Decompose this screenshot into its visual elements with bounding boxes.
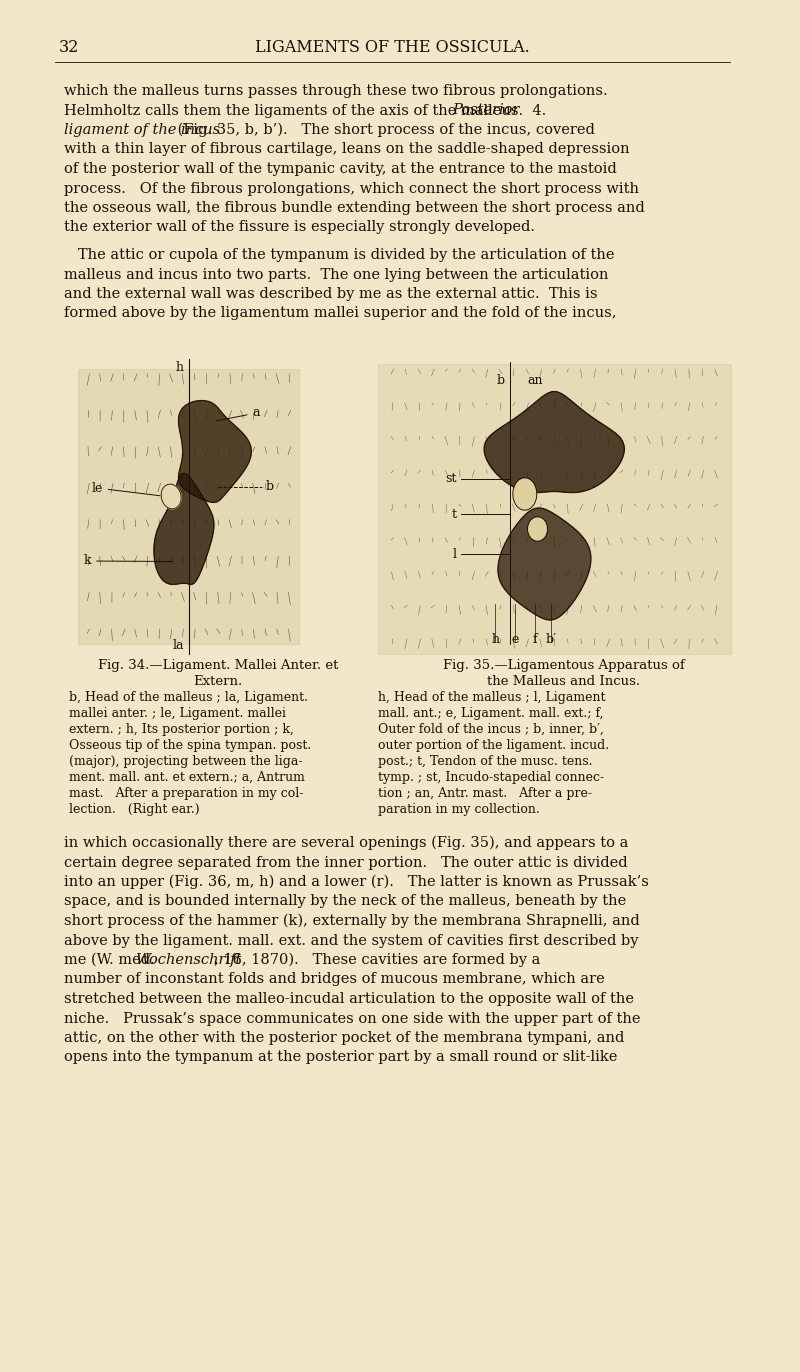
Text: post.; t, Tendon of the musc. tens.: post.; t, Tendon of the musc. tens. bbox=[378, 755, 592, 768]
Text: t: t bbox=[451, 508, 456, 520]
Text: extern. ; h, Its posterior portion ; k,: extern. ; h, Its posterior portion ; k, bbox=[69, 723, 294, 735]
Text: Fig. 34.—Ligament. Mallei Anter. et: Fig. 34.—Ligament. Mallei Anter. et bbox=[98, 659, 338, 672]
Text: an: an bbox=[528, 375, 543, 387]
Text: h: h bbox=[491, 632, 499, 646]
Text: the osseous wall, the fibrous bundle extending between the short process and: the osseous wall, the fibrous bundle ext… bbox=[64, 202, 645, 215]
Text: ment. mall. ant. et extern.; a, Antrum: ment. mall. ant. et extern.; a, Antrum bbox=[69, 771, 305, 783]
Text: le: le bbox=[91, 482, 163, 497]
Text: la: la bbox=[173, 639, 184, 652]
Text: h: h bbox=[176, 361, 184, 375]
Text: tion ; an, Antr. mast.   After a pre-: tion ; an, Antr. mast. After a pre- bbox=[378, 788, 592, 800]
Text: with a thin layer of fibrous cartilage, leans on the saddle-shaped depression: with a thin layer of fibrous cartilage, … bbox=[64, 143, 630, 156]
Text: l: l bbox=[452, 547, 456, 561]
Text: f: f bbox=[532, 632, 537, 646]
Text: mallei anter. ; le, Ligament. mallei: mallei anter. ; le, Ligament. mallei bbox=[69, 707, 286, 720]
Text: h, Head of the malleus ; l, Ligament: h, Head of the malleus ; l, Ligament bbox=[378, 691, 605, 704]
Text: mall. ant.; e, Ligament. mall. ext.; f,: mall. ant.; e, Ligament. mall. ext.; f, bbox=[378, 707, 603, 720]
Text: of the posterior wall of the tympanic cavity, at the entrance to the mastoid: of the posterior wall of the tympanic ca… bbox=[64, 162, 617, 176]
Text: above by the ligament. mall. ext. and the system of cavities first described by: above by the ligament. mall. ext. and th… bbox=[64, 933, 638, 948]
Text: formed above by the ligamentum mallei superior and the fold of the incus,: formed above by the ligamentum mallei su… bbox=[64, 306, 616, 321]
Polygon shape bbox=[484, 391, 624, 493]
Text: b: b bbox=[497, 375, 505, 387]
Text: The attic or cupola of the tympanum is divided by the articulation of the: The attic or cupola of the tympanum is d… bbox=[64, 248, 614, 262]
Text: and the external wall was described by me as the external attic.  This is: and the external wall was described by m… bbox=[64, 287, 598, 300]
Text: st: st bbox=[445, 472, 456, 486]
Text: me (W. med.: me (W. med. bbox=[64, 954, 159, 967]
Ellipse shape bbox=[528, 517, 547, 541]
Text: Posterior: Posterior bbox=[452, 103, 519, 118]
Text: Helmholtz calls them the ligaments of the axis of the malleus.  4.: Helmholtz calls them the ligaments of th… bbox=[64, 103, 550, 118]
Ellipse shape bbox=[529, 519, 546, 541]
Text: tymp. ; st, Incudo-stapedial connec-: tymp. ; st, Incudo-stapedial connec- bbox=[378, 771, 604, 783]
Text: Wochenschrift: Wochenschrift bbox=[135, 954, 242, 967]
Text: Fig. 35.—Ligamentous Apparatus of: Fig. 35.—Ligamentous Apparatus of bbox=[443, 659, 685, 672]
Text: the Malleus and Incus.: the Malleus and Incus. bbox=[487, 675, 641, 687]
Text: Osseous tip of the spina tympan. post.: Osseous tip of the spina tympan. post. bbox=[69, 740, 311, 752]
Polygon shape bbox=[154, 473, 214, 584]
Text: (Fig. 35, b, b’).   The short process of the incus, covered: (Fig. 35, b, b’). The short process of t… bbox=[173, 122, 594, 137]
Text: the exterior wall of the fissure is especially strongly developed.: the exterior wall of the fissure is espe… bbox=[64, 221, 534, 235]
Text: paration in my collection.: paration in my collection. bbox=[378, 803, 539, 816]
Text: Extern.: Extern. bbox=[194, 675, 243, 687]
Text: k: k bbox=[83, 554, 174, 568]
Text: certain degree separated from the inner portion.   The outer attic is divided: certain degree separated from the inner … bbox=[64, 856, 627, 870]
Text: lection.   (Right ear.): lection. (Right ear.) bbox=[69, 803, 199, 816]
Text: into an upper (Fig. 36, m, h) and a lower (r).   The latter is known as Prussak’: into an upper (Fig. 36, m, h) and a lowe… bbox=[64, 874, 649, 889]
Text: opens into the tympanum at the posterior part by a small round or slit-like: opens into the tympanum at the posterior… bbox=[64, 1051, 617, 1065]
Text: malleus and incus into two parts.  The one lying between the articulation: malleus and incus into two parts. The on… bbox=[64, 268, 608, 281]
Text: outer portion of the ligament. incud.: outer portion of the ligament. incud. bbox=[378, 740, 609, 752]
Text: b: b bbox=[266, 480, 274, 493]
Text: stretched between the malleo-incudal articulation to the opposite wall of the: stretched between the malleo-incudal art… bbox=[64, 992, 634, 1006]
Text: , 16, 1870).   These cavities are formed by a: , 16, 1870). These cavities are formed b… bbox=[214, 952, 540, 967]
Polygon shape bbox=[378, 364, 730, 654]
Text: number of inconstant folds and bridges of mucous membrane, which are: number of inconstant folds and bridges o… bbox=[64, 973, 605, 986]
Polygon shape bbox=[78, 369, 299, 643]
Text: which the malleus turns passes through these two fibrous prolongations.: which the malleus turns passes through t… bbox=[64, 84, 607, 97]
Text: ligament of the incus: ligament of the incus bbox=[64, 123, 220, 137]
Text: 32: 32 bbox=[59, 38, 79, 56]
Text: process.   Of the fibrous prolongations, which connect the short process with: process. Of the fibrous prolongations, w… bbox=[64, 181, 638, 195]
Text: mast.   After a preparation in my col-: mast. After a preparation in my col- bbox=[69, 788, 303, 800]
Text: a: a bbox=[216, 406, 260, 421]
FancyBboxPatch shape bbox=[373, 354, 736, 664]
Ellipse shape bbox=[513, 477, 537, 510]
Text: e: e bbox=[511, 632, 518, 646]
Polygon shape bbox=[498, 508, 591, 620]
Text: (major), projecting between the liga-: (major), projecting between the liga- bbox=[69, 755, 302, 768]
Text: short process of the hammer (k), externally by the membrana Shrapnelli, and: short process of the hammer (k), externa… bbox=[64, 914, 639, 927]
Text: b, Head of the malleus ; la, Ligament.: b, Head of the malleus ; la, Ligament. bbox=[69, 691, 308, 704]
Text: niche.   Prussak’s space communicates on one side with the upper part of the: niche. Prussak’s space communicates on o… bbox=[64, 1011, 640, 1025]
Text: in which occasionally there are several openings (Fig. 35), and appears to a: in which occasionally there are several … bbox=[64, 836, 628, 851]
Text: LIGAMENTS OF THE OSSICULA.: LIGAMENTS OF THE OSSICULA. bbox=[255, 38, 530, 56]
Text: Outer fold of the incus ; b, inner, b′,: Outer fold of the incus ; b, inner, b′, bbox=[378, 723, 603, 735]
Text: attic, on the other with the posterior pocket of the membrana tympani, and: attic, on the other with the posterior p… bbox=[64, 1030, 624, 1045]
Text: space, and is bounded internally by the neck of the malleus, beneath by the: space, and is bounded internally by the … bbox=[64, 895, 626, 908]
Ellipse shape bbox=[161, 484, 181, 509]
FancyBboxPatch shape bbox=[74, 354, 304, 664]
Polygon shape bbox=[178, 401, 251, 502]
Ellipse shape bbox=[514, 479, 535, 509]
Text: b′: b′ bbox=[546, 632, 557, 646]
